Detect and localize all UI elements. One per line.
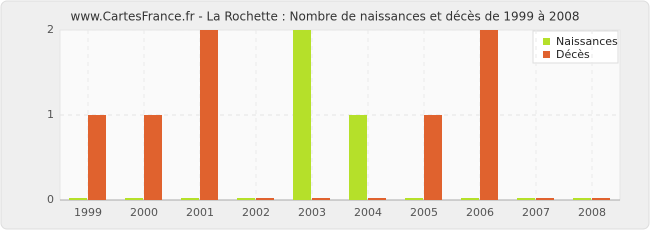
bar — [424, 115, 442, 200]
bar — [293, 30, 311, 200]
y-tick-label: 1 — [47, 108, 54, 121]
legend-label: Décès — [556, 48, 590, 61]
bar — [368, 198, 386, 200]
bar — [312, 198, 330, 200]
bar — [573, 198, 591, 200]
bar — [88, 115, 106, 200]
bar — [237, 198, 255, 200]
x-tick-label: 2008 — [578, 206, 606, 219]
x-tick-label: 2001 — [186, 206, 214, 219]
x-tick-label: 2003 — [298, 206, 326, 219]
bar — [461, 198, 479, 200]
bar — [69, 198, 87, 200]
y-tick-label: 0 — [47, 193, 54, 206]
bar — [480, 30, 498, 200]
x-tick-label: 2006 — [466, 206, 494, 219]
x-tick-label: 2005 — [410, 206, 438, 219]
chart-title: www.CartesFrance.fr - La Rochette : Nomb… — [71, 10, 580, 24]
x-tick-label: 2004 — [354, 206, 382, 219]
bar — [536, 198, 554, 200]
bar — [181, 198, 199, 200]
y-tick-label: 2 — [47, 23, 54, 36]
bar — [256, 198, 274, 200]
bar — [349, 115, 367, 200]
x-tick-label: 1999 — [74, 206, 102, 219]
bar — [144, 115, 162, 200]
legend-swatch — [543, 38, 550, 45]
x-tick-label: 2007 — [522, 206, 550, 219]
bar — [405, 198, 423, 200]
bar — [125, 198, 143, 200]
x-tick-label: 2002 — [242, 206, 270, 219]
legend-label: Naissances — [556, 35, 618, 48]
x-tick-label: 2000 — [130, 206, 158, 219]
bar — [592, 198, 610, 200]
chart: www.CartesFrance.fr - La Rochette : Nomb… — [0, 0, 650, 230]
legend-swatch — [543, 51, 550, 58]
bar — [517, 198, 535, 200]
page: {"chart_data": {"type": "bar", "title": … — [0, 0, 650, 230]
bar — [200, 30, 218, 200]
